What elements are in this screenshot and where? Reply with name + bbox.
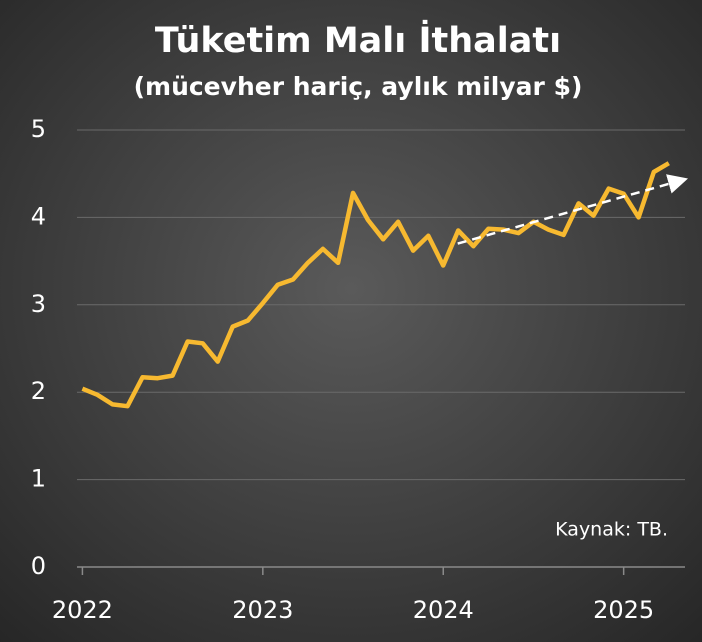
y-tick-label: 2 (31, 377, 46, 405)
source-note: Kaynak: TB. (555, 519, 668, 541)
trend-line (457, 174, 689, 245)
chart-title: Tüketim Malı İthalatı (155, 19, 561, 61)
x-tick-label: 2022 (52, 596, 113, 624)
data-line (81, 161, 670, 409)
x-tick-label: 2023 (232, 596, 293, 624)
y-tick-label: 4 (31, 202, 46, 230)
x-tick-label: 2024 (413, 596, 474, 624)
x-tick-label: 2025 (593, 596, 654, 624)
chart-subtitle: (mücevher hariç, aylık milyar $) (134, 72, 583, 101)
y-tick-label: 5 (31, 115, 46, 143)
y-tick-label: 3 (31, 290, 46, 318)
y-tick-label: 0 (31, 552, 46, 580)
y-tick-label: 1 (31, 465, 46, 493)
